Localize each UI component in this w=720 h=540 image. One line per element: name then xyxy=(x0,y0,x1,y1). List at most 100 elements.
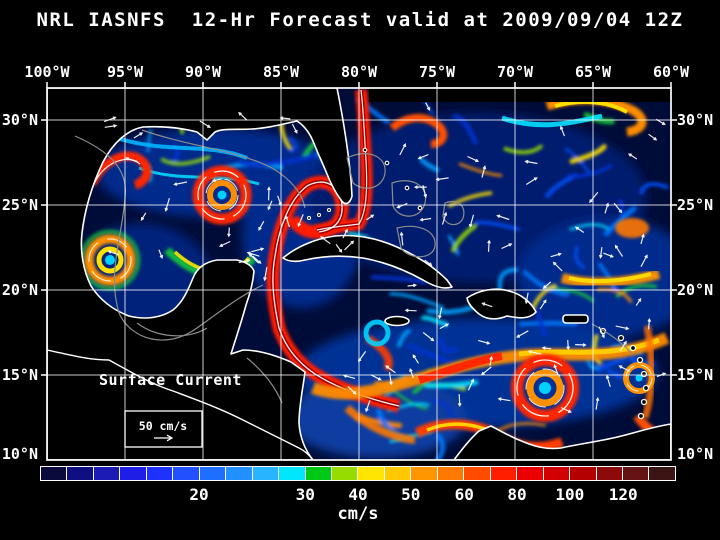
lon-label: 60°W xyxy=(652,63,690,81)
lat-label: 25°N xyxy=(677,196,714,214)
colorbar-cell xyxy=(437,467,464,480)
vector-arrow xyxy=(640,233,645,245)
vector-arrow xyxy=(635,297,642,306)
vector-arrow xyxy=(497,397,511,402)
lon-label: 90°W xyxy=(184,63,222,81)
vector-arrow xyxy=(598,247,603,259)
colorbar-cell xyxy=(517,467,543,480)
colorbar-units: cm/s xyxy=(337,504,379,524)
colorbar-cell xyxy=(226,467,252,480)
lon-label: 80°W xyxy=(340,63,378,81)
vector-arrow xyxy=(627,153,638,160)
colorbar-tick-label: 80 xyxy=(507,485,527,504)
speed-streak xyxy=(370,275,427,285)
lon-label: 65°W xyxy=(574,63,612,81)
vector-arrow xyxy=(524,159,538,165)
speed-streak xyxy=(431,400,455,420)
vector-arrow xyxy=(279,116,291,120)
vector-arrow xyxy=(439,323,450,330)
colorbar-cell xyxy=(543,467,570,480)
colorbar-cell xyxy=(305,467,331,480)
colorbar-cell xyxy=(649,467,675,480)
colorbar-tick-label: 100 xyxy=(555,485,585,504)
vector-arrow xyxy=(574,226,585,233)
vector-arrow xyxy=(104,124,118,128)
vector-arrow xyxy=(468,214,475,228)
vector-arrow xyxy=(618,365,631,372)
colorbar-tick-label: 50 xyxy=(401,485,421,504)
vector-arrow xyxy=(605,374,611,387)
vector-arrow xyxy=(158,249,164,259)
speed-streak xyxy=(567,164,613,178)
vector-arrow xyxy=(365,400,371,413)
vector-arrow xyxy=(481,165,487,178)
vector-arrow xyxy=(457,394,462,408)
vector-arrow xyxy=(417,154,429,160)
vector-arrow xyxy=(218,240,231,247)
colorbar-tick-label: 120 xyxy=(608,485,638,504)
lat-label: 20°N xyxy=(1,281,38,299)
vector-arrow xyxy=(227,227,231,238)
lat-label: 25°N xyxy=(1,196,38,214)
vector-arrow xyxy=(640,254,648,267)
vector-arrow xyxy=(525,177,538,186)
vector-arrow xyxy=(404,308,417,313)
vector-arrow xyxy=(357,351,367,363)
vector-arrow xyxy=(487,239,491,252)
vector-arrow xyxy=(467,155,480,163)
map-canvas: Surface Current 50 cm/s xyxy=(41,82,677,461)
speed-streak xyxy=(289,136,298,153)
lon-label: 95°W xyxy=(106,63,144,81)
lon-label: 85°W xyxy=(262,63,300,81)
speed-streak xyxy=(423,379,479,389)
vector-arrow xyxy=(575,343,587,347)
vector-arrow xyxy=(441,211,448,225)
vector-arrow xyxy=(615,325,630,331)
speed-streak xyxy=(452,114,478,145)
shelf-contours xyxy=(74,129,633,404)
vector-scale-arrow xyxy=(154,434,174,442)
vector-arrow xyxy=(501,243,513,250)
vector-arrow xyxy=(559,125,565,137)
speed-streak xyxy=(596,287,633,303)
vector-arrow xyxy=(342,374,356,379)
colorbar-cell xyxy=(490,467,517,480)
vector-arrow xyxy=(133,132,144,139)
axis-ticks xyxy=(41,82,677,376)
speed-streak xyxy=(475,220,520,231)
colorbar-tick-label: 20 xyxy=(189,485,209,504)
vector-arrow xyxy=(399,231,404,246)
vector-arrow xyxy=(297,214,304,228)
speed-streak xyxy=(603,206,637,237)
north-west-landmass xyxy=(47,88,353,460)
speed-streak xyxy=(548,286,595,303)
speed-streak xyxy=(238,159,281,168)
vector-arrow xyxy=(396,202,408,209)
vector-arrow xyxy=(246,251,260,257)
vector-arrow xyxy=(550,252,562,258)
lon-label: 75°W xyxy=(418,63,456,81)
lat-label: 10°N xyxy=(1,445,38,463)
vector-arrow xyxy=(291,123,298,134)
speed-streak xyxy=(639,182,669,195)
vector-arrow xyxy=(413,185,427,190)
speed-streak xyxy=(448,191,493,208)
vector-arrow xyxy=(385,365,396,374)
speed-streak xyxy=(160,155,211,166)
colorbar-cell xyxy=(411,467,437,480)
legend-title: Surface Current xyxy=(99,371,242,389)
map-frame xyxy=(41,82,677,461)
colorbar-cell xyxy=(199,467,226,480)
speed-streak xyxy=(497,267,519,291)
vector-arrow xyxy=(425,102,431,112)
vector-arrow xyxy=(539,299,547,310)
vector-arrow xyxy=(335,244,343,253)
lat-label: 30°N xyxy=(1,111,38,129)
colorbar-cell xyxy=(93,467,120,480)
vector-arrow xyxy=(419,217,432,222)
vector-arrow xyxy=(613,202,623,214)
vector-arrow xyxy=(164,198,170,212)
vector-arrow xyxy=(542,281,552,289)
speed-streak xyxy=(503,144,543,155)
